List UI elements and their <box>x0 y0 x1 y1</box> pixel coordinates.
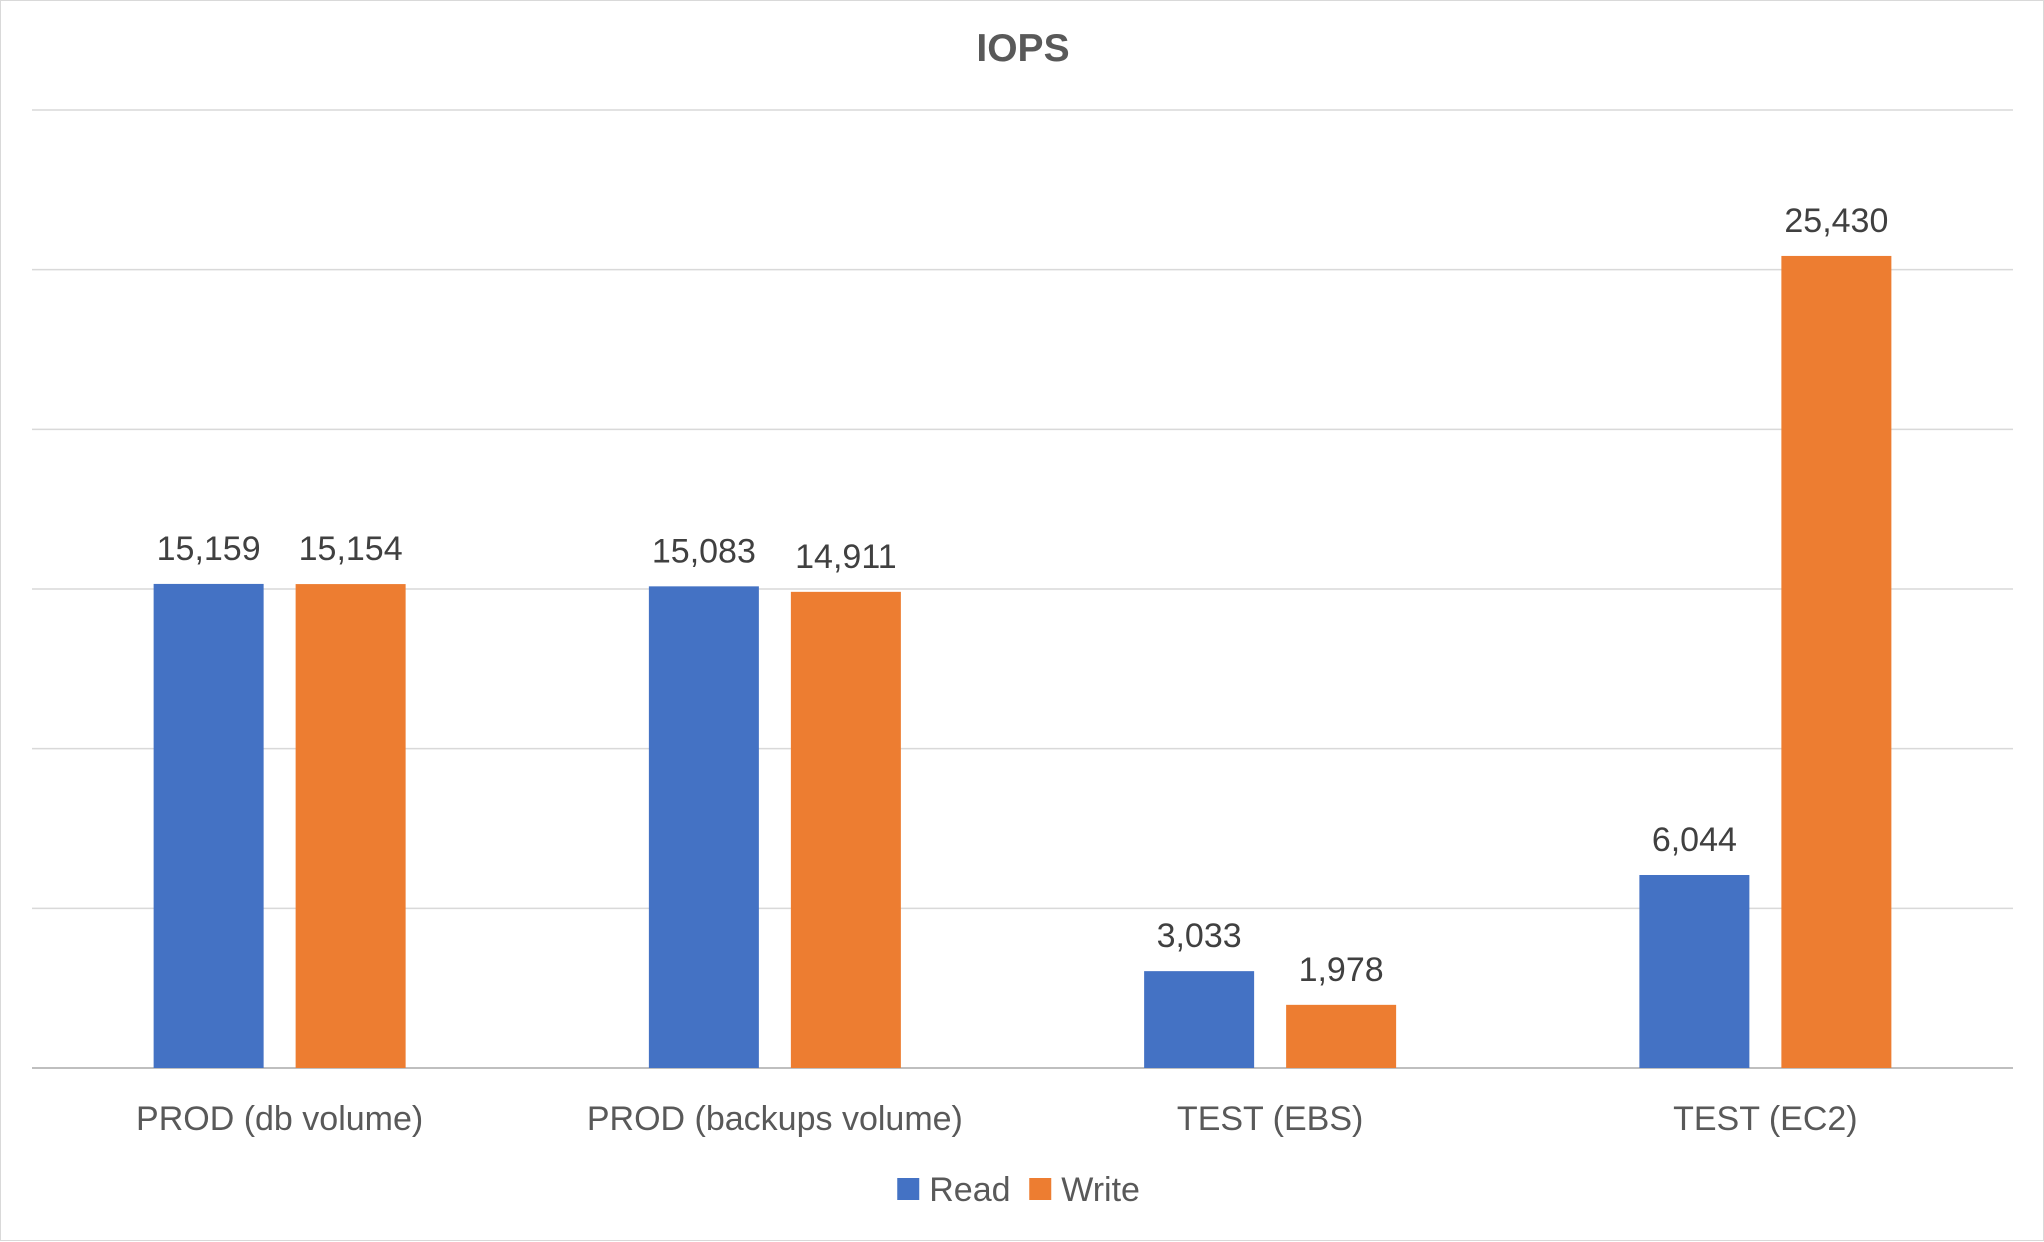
bar-read-3 <box>1144 971 1255 1068</box>
bar-read-4 <box>1639 874 1750 1068</box>
legend: Read Write <box>897 1171 1140 1209</box>
data-label-write-3: 1,978 <box>1299 951 1384 989</box>
category-label-1: PROD (db volume) <box>136 1100 423 1138</box>
category-label-3: TEST (EBS) <box>1177 1100 1363 1138</box>
bar-write-4 <box>1781 255 1892 1069</box>
data-labels: 15,159 15,154 15,083 14,911 3,033 1,978 6,044 2… <box>157 202 1889 989</box>
category-label-2: PROD (backups volume) <box>587 1100 963 1138</box>
bar-read-1 <box>153 583 264 1068</box>
legend-swatch-write <box>1029 1178 1052 1200</box>
bar-write-2 <box>790 591 901 1068</box>
bar-read-2 <box>648 586 759 1068</box>
legend-label-read: Read <box>929 1171 1010 1209</box>
category-label-4: TEST (EC2) <box>1673 1100 1858 1138</box>
data-label-read-1: 15,159 <box>157 530 261 568</box>
data-label-read-2: 15,083 <box>652 532 756 570</box>
data-label-write-4: 25,430 <box>1784 202 1888 240</box>
bar-write-1 <box>295 584 406 1068</box>
data-label-write-1: 15,154 <box>299 530 403 568</box>
data-label-read-4: 6,044 <box>1652 821 1737 859</box>
data-label-write-2: 14,911 <box>795 538 896 576</box>
category-labels: PROD (db volume) PROD (backups volume) TES… <box>136 1100 1858 1138</box>
bars <box>153 255 1892 1069</box>
bar-write-3 <box>1286 1004 1397 1068</box>
legend-label-write: Write <box>1061 1171 1140 1209</box>
chart-title: IOPS <box>976 27 1069 70</box>
data-label-read-3: 3,033 <box>1157 917 1242 955</box>
legend-swatch-read <box>897 1178 920 1200</box>
